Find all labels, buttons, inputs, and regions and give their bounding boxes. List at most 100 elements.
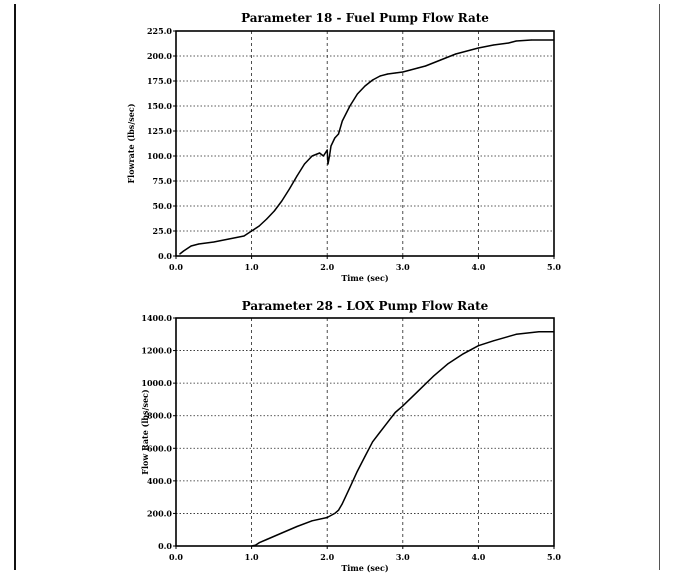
chart2-data-point <box>371 441 374 443</box>
chart2-data-point <box>334 512 336 515</box>
chart1-y-tick-label: 125.0 <box>147 126 172 136</box>
chart1-data-point <box>515 40 517 42</box>
chart2-data-point <box>311 520 313 522</box>
chart1-data-point <box>492 44 495 46</box>
chart1-data-point <box>553 39 555 41</box>
chart2-data-point <box>356 470 359 472</box>
chart1-data-point <box>281 200 283 202</box>
chart1-y-tick-label: 50.0 <box>153 201 173 211</box>
chart1-data-point <box>198 243 200 245</box>
chart1-x-axis-label: Time (sec) <box>341 273 389 283</box>
chart2-data-point <box>326 516 328 519</box>
chart2-data-point <box>251 545 253 547</box>
chart1-title: Parameter 18 - Fuel Pump Flow Rate <box>241 11 489 25</box>
chart1-data-point <box>322 155 325 157</box>
chart1-series-line <box>179 39 554 255</box>
chart1-data-point <box>417 67 419 69</box>
chart2-y-tick-label: 800.0 <box>147 411 172 421</box>
chart2-x-tick-label: 5.0 <box>547 552 561 562</box>
chart1-data-point <box>356 93 359 95</box>
chart2-y-tick-label: 1200.0 <box>141 346 172 356</box>
chart2-x-axis-label: Time (sec) <box>341 563 389 573</box>
chart2-x-tick-label: 1.0 <box>245 552 259 562</box>
chart1-data-point <box>182 250 185 252</box>
chart1-y-axis-label: Flowrate (lbs/sec) <box>126 103 136 183</box>
chart1-x-tick-label: 0.0 <box>169 262 183 272</box>
chart2-data-point <box>515 333 517 335</box>
chart1-data-point <box>371 79 374 81</box>
chart2-data-point <box>337 509 340 511</box>
chart1-data-point <box>402 71 404 73</box>
chart1-data-point <box>330 145 332 147</box>
chart1-data-point <box>387 73 389 75</box>
chart1-y-tick-label: 175.0 <box>147 76 172 86</box>
chart1-data-point <box>530 39 532 41</box>
chart1-y-tick-label: 150.0 <box>147 101 172 111</box>
chart1-x-tick-label: 5.0 <box>547 262 561 272</box>
chart1-data-point <box>470 49 472 51</box>
chart2-data-point <box>432 376 434 378</box>
chart2-data-point <box>379 431 381 433</box>
chart2-x-tick-label: 2.0 <box>320 552 334 562</box>
chart2-data-point <box>394 411 396 414</box>
chart2-data-point <box>258 542 260 544</box>
chart1-data-point <box>266 218 268 220</box>
chart1-y-tick-label: 25.0 <box>153 226 173 236</box>
chart1-x-tick-label: 1.0 <box>245 262 259 272</box>
chart1-data-point <box>296 175 298 177</box>
chart2-y-tick-label: 600.0 <box>147 443 172 453</box>
chart2-data-point <box>538 331 540 333</box>
chart2-data-point <box>553 331 555 333</box>
chart2-series-line <box>251 331 554 547</box>
chart2-y-axis-label: Flow Rate (lbs/sec) <box>140 389 150 475</box>
chart1-data-point <box>228 238 230 240</box>
chart1-x-tick-label: 4.0 <box>471 262 485 272</box>
chart1-data-point <box>273 210 275 212</box>
chart2-x-tick-label: 4.0 <box>471 552 485 562</box>
chart2-data-point <box>254 544 256 546</box>
chart2-data-point <box>462 353 464 355</box>
chart1-data-point <box>213 241 215 243</box>
chart2-data-point <box>402 405 404 407</box>
chart2-plot-area <box>175 317 555 547</box>
chart1-data-point <box>394 72 396 74</box>
chart1-data-point <box>364 85 366 87</box>
chart2-data-point <box>281 532 283 534</box>
chart1-data-point <box>341 120 343 122</box>
chart2-data-point <box>364 455 366 458</box>
chart2-y-tick-label: 0.0 <box>158 541 172 551</box>
chart1-data-point <box>328 155 331 157</box>
figure-frame <box>14 4 660 570</box>
chart1-data-point <box>243 235 245 237</box>
chart1-y-tick-label: 0.0 <box>158 251 172 261</box>
chart1-data-point <box>455 53 457 55</box>
chart1-data-point <box>251 230 253 232</box>
chart2-data-point <box>266 538 268 541</box>
chart1-data-point <box>326 149 328 151</box>
chart1-y-tick-label: 75.0 <box>153 176 173 186</box>
chart2-x-tick-label: 3.0 <box>396 552 410 562</box>
chart1-data-point <box>288 188 290 190</box>
chart2-data-point <box>349 486 351 488</box>
chart1-data-point <box>409 69 411 71</box>
chart1-x-tick-label: 3.0 <box>396 262 410 272</box>
chart1-plot-area <box>175 30 555 257</box>
chart2-y-tick-label: 200.0 <box>147 508 172 518</box>
chart2-y-tick-label: 400.0 <box>147 476 172 486</box>
chart1-y-tick-label: 100.0 <box>147 151 172 161</box>
chart2-y-tick-label: 1400.0 <box>141 313 172 323</box>
chart2-x-tick-label: 0.0 <box>169 552 183 562</box>
chart1-data-point <box>190 245 192 247</box>
chart1-x-tick-label: 2.0 <box>320 262 334 272</box>
chart2-data-point <box>387 421 389 423</box>
chart2-data-point <box>477 345 479 347</box>
chart1-data-point <box>337 133 340 135</box>
chart2-data-point <box>296 525 298 528</box>
chart1-data-point <box>319 152 321 154</box>
chart2-data-point <box>341 503 343 505</box>
chart1-data-point <box>508 42 510 44</box>
chart2-data-point <box>492 340 495 342</box>
chart1-y-tick-label: 200.0 <box>147 51 172 61</box>
chart2-data-point <box>447 363 449 365</box>
